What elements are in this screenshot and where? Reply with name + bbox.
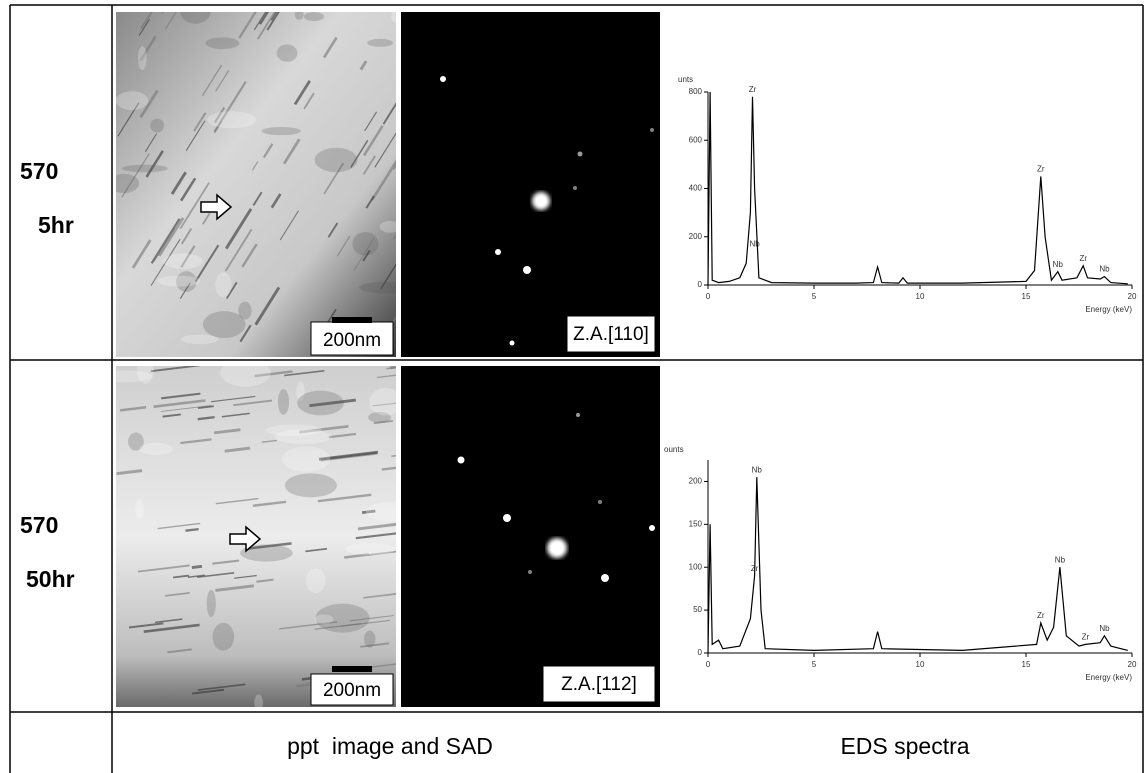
tem-blob	[135, 499, 144, 519]
tem-blob	[158, 276, 201, 287]
tem-blob	[262, 127, 302, 135]
tem-blob	[207, 111, 256, 128]
peak-label: Nb	[752, 465, 763, 474]
zone-axis: Z.A.[112]	[561, 674, 637, 695]
tem-blob	[137, 359, 154, 383]
peak-label: Zr	[1037, 611, 1045, 620]
tem-feature	[192, 566, 202, 567]
row-label: 570	[20, 512, 58, 538]
spectrum-line	[708, 477, 1128, 653]
tem-blob	[315, 148, 358, 172]
tem-blob	[278, 389, 289, 415]
tem-feature	[162, 0, 184, 12]
axis-label: unts	[678, 75, 693, 84]
x-tick-label: 0	[706, 660, 711, 669]
tem-blob	[138, 46, 147, 70]
y-tick-label: 200	[689, 477, 703, 486]
peak-label: Nb	[1055, 555, 1066, 564]
footer-label: ppt image and SAD	[287, 733, 493, 759]
y-tick-label: 0	[698, 280, 703, 289]
x-tick-label: 10	[916, 660, 925, 669]
tem-blob	[297, 391, 344, 416]
tem-feature	[185, 529, 198, 531]
y-tick-label: 400	[689, 184, 703, 193]
x-tick-label: 15	[1022, 292, 1031, 301]
figure: 570 5hr 570 50hr 200nm 200nm Z.A.[110] Z…	[0, 0, 1147, 773]
tem-blob	[115, 91, 148, 110]
tem-blob	[367, 39, 393, 47]
scale-bar	[332, 666, 372, 672]
tem-blob	[391, 11, 400, 22]
tem-blob	[314, 615, 333, 625]
tem-blob	[207, 590, 216, 617]
x-tick-label: 15	[1022, 660, 1031, 669]
row-label: 50hr	[26, 566, 75, 592]
y-tick-label: 100	[689, 562, 703, 571]
x-tick-label: 0	[706, 292, 711, 301]
zone-axis: Z.A.[110]	[573, 324, 649, 345]
tem-blob	[213, 623, 235, 651]
peak-label: Zr	[1082, 633, 1090, 642]
row-label: 5hr	[38, 212, 74, 238]
tem-blob	[180, 0, 211, 23]
tem-feature	[296, 685, 310, 687]
tem-blob	[285, 473, 337, 497]
tem-blob	[274, 429, 331, 444]
y-tick-label: 200	[689, 232, 703, 241]
peak-label: Nb	[1099, 624, 1110, 633]
tem-blob	[215, 272, 232, 297]
tem-blob	[364, 630, 375, 647]
peak-label: Zr	[1037, 165, 1045, 174]
scale-label: 200nm	[323, 680, 381, 701]
tem-blob	[282, 446, 330, 471]
row-label: 570	[20, 158, 58, 184]
axis-label: Energy (keV)	[1085, 673, 1132, 682]
sad-image	[401, 12, 660, 357]
y-tick-label: 600	[689, 135, 703, 144]
x-tick-label: 10	[916, 292, 925, 301]
axis-label: ounts	[664, 445, 684, 454]
tem-blob	[122, 165, 168, 173]
scale-bar	[332, 317, 372, 323]
spectrum-line	[708, 92, 1128, 285]
tem-blob	[277, 44, 298, 61]
axis-label: Energy (keV)	[1085, 305, 1132, 314]
tem-blob	[220, 359, 271, 387]
tem-blob	[369, 388, 401, 415]
y-tick-label: 150	[689, 519, 703, 528]
peak-label: Zr	[1079, 254, 1087, 263]
y-tick-label: 0	[698, 648, 703, 657]
tem-blob	[306, 568, 326, 593]
tem-blob	[380, 221, 400, 233]
y-tick-label: 50	[693, 605, 702, 614]
tem-blob	[203, 311, 246, 338]
footer-label: EDS spectra	[840, 733, 969, 759]
peak-label: Zr	[751, 564, 759, 573]
tem-blob	[304, 12, 324, 21]
peak-label: Zr	[749, 85, 757, 94]
tem-blob	[345, 543, 395, 555]
x-tick-label: 5	[812, 660, 817, 669]
tem-blob	[205, 37, 239, 49]
peak-label: Nb	[1099, 265, 1110, 274]
tem-blob	[163, 253, 203, 269]
sad-image	[401, 366, 660, 707]
tem-blob	[352, 232, 378, 256]
tem-blob	[181, 335, 219, 344]
tem-blob	[254, 694, 263, 711]
y-tick-label: 800	[689, 87, 703, 96]
x-tick-label: 20	[1128, 292, 1137, 301]
tem-blob	[139, 443, 173, 455]
tem-blob	[150, 119, 164, 133]
peak-label: Nb	[750, 239, 761, 248]
x-tick-label: 20	[1128, 660, 1137, 669]
scale-label: 200nm	[323, 330, 381, 351]
tem-image	[116, 12, 396, 357]
peak-label: Nb	[1053, 260, 1064, 269]
tem-blob	[109, 174, 139, 193]
tem-blob	[295, 9, 304, 19]
x-tick-label: 5	[812, 292, 817, 301]
